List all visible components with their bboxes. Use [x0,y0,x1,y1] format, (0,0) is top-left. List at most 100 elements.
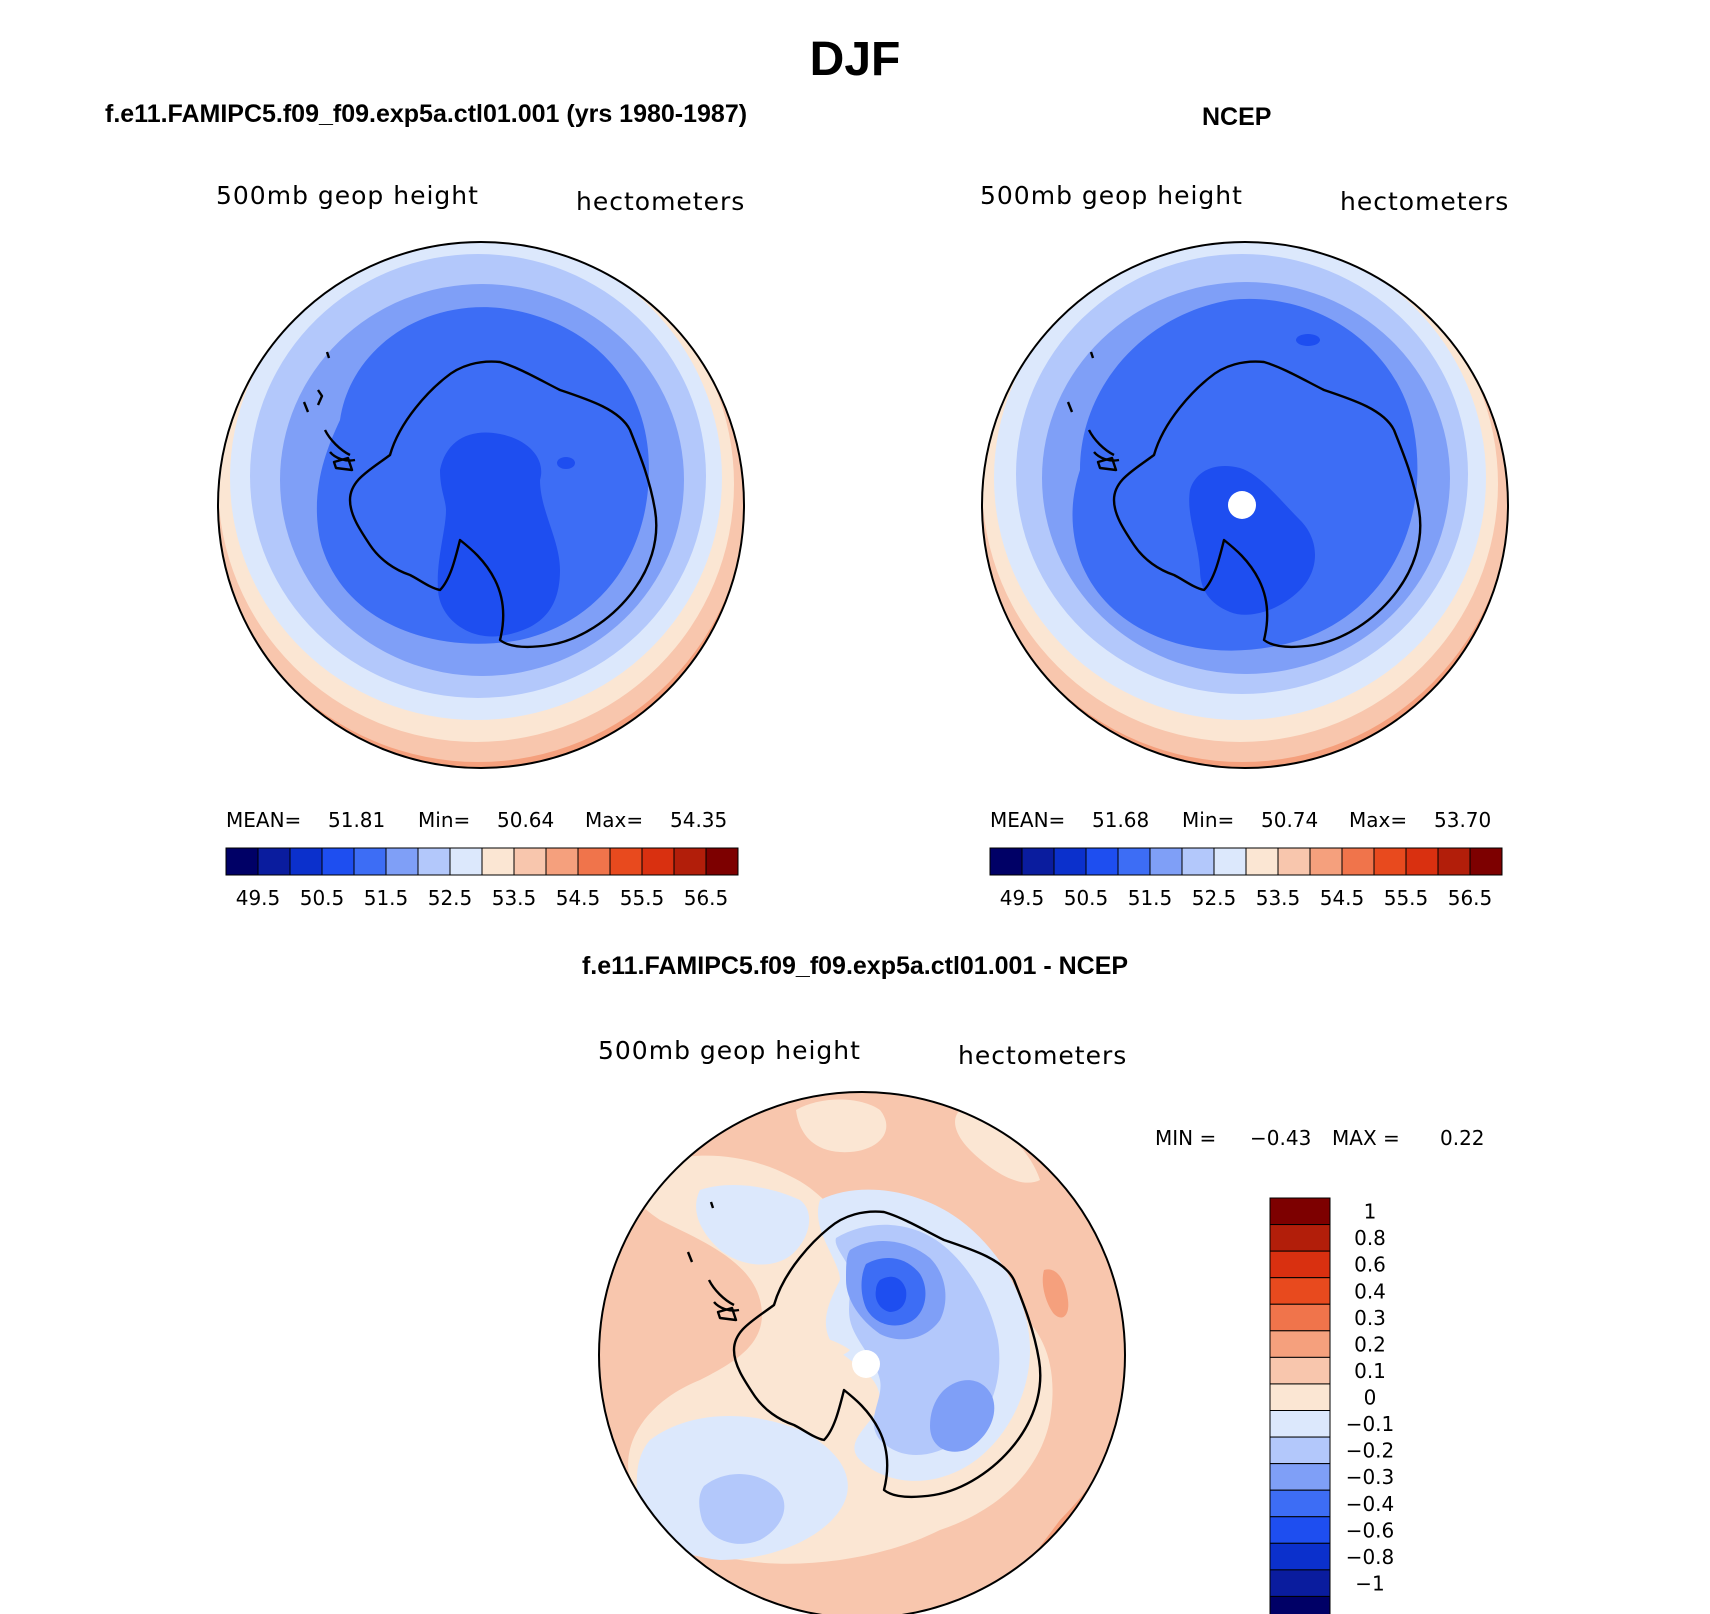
right-colorbar-tick-label: 56.5 [1448,886,1493,910]
diff-antarctica-coastline [686,1201,1042,1499]
diff-colorbar-tick-label: 0.4 [1354,1279,1386,1303]
diff-colorbar-swatch [1269,1224,1331,1252]
left-colorbar-swatch [641,847,675,876]
diff-min-label: MIN = [1155,1126,1217,1150]
diff-pole-missing [852,1350,880,1378]
left-colorbar-tick-label: 49.5 [236,886,281,910]
left-colorbar-swatch [225,847,259,876]
left-min-label: Min= [418,808,471,832]
left-colorbar-tick-label: 51.5 [364,886,409,910]
left-max-value: 54.35 [670,808,728,832]
diff-colorbar-swatch [1269,1410,1331,1438]
right-mean-label: MEAN= [990,808,1066,832]
diff-colorbar-swatch [1269,1330,1331,1358]
diff-colorbar-tick-label: 0.6 [1354,1253,1386,1277]
left-colorbar-swatch [289,847,323,876]
left-field-label: 500mb geop height [216,181,479,210]
diff-max-value: 0.22 [1440,1126,1485,1150]
right-colorbar-tick-label: 55.5 [1384,886,1429,910]
left-colorbar-swatch [545,847,579,876]
right-panel-title: NCEP [1202,103,1272,131]
left-colorbar-swatch [385,847,419,876]
right-colorbar-tick-label: 53.5 [1256,886,1301,910]
right-colorbar-swatch [1181,847,1215,876]
right-colorbar-swatch [1021,847,1055,876]
left-colorbar-tick-label: 54.5 [556,886,601,910]
diff-colorbar-tick-label: 1 [1364,1200,1377,1224]
left-colorbar-swatch [705,847,739,876]
right-colorbar-tick-label: 50.5 [1064,886,1109,910]
left-colorbar-tick-label: 50.5 [300,886,345,910]
left-colorbar-swatch [609,847,643,876]
diff-colorbar-swatch [1269,1277,1331,1305]
diff-max-label: MAX = [1332,1126,1400,1150]
right-colorbar-swatch [1277,847,1311,876]
diff-colorbar-swatch [1269,1569,1331,1597]
diff-colorbar-tick-label: −0.8 [1346,1545,1395,1569]
right-units-label: hectometers [1340,187,1510,216]
diff-field-label: 500mb geop height [598,1036,861,1065]
right-pole-missing [1228,491,1256,519]
right-colorbar-swatch [1373,847,1407,876]
left-colorbar-tick-label: 55.5 [620,886,665,910]
right-field-label: 500mb geop height [980,181,1243,210]
diff-colorbar-swatch [1269,1516,1331,1544]
right-colorbar-swatch [1405,847,1439,876]
diff-colorbar-tick-label: −1 [1355,1571,1384,1595]
diff-colorbar-swatch [1269,1303,1331,1332]
right-colorbar-tick-label: 49.5 [1000,886,1045,910]
right-antarctica-coastline [1066,351,1422,649]
diff-colorbar-swatch [1269,1250,1331,1279]
diff-colorbar-swatch [1269,1595,1331,1614]
diff-colorbar: 10.8 0.60.4 0.30.2 0.1 0−0.1 −0.2−0.3 −0.4−0.6… [1269,1197,1395,1614]
diff-colorbar-tick-label: −0.3 [1346,1465,1395,1489]
left-panel-title: f.e11.FAMIPC5.f09_f09.exp5a.ctl01.001 (y… [105,100,748,128]
left-mean-label: MEAN= [226,808,302,832]
left-colorbar-tick-label: 52.5 [428,886,473,910]
right-max-value: 53.70 [1434,808,1492,832]
diff-colorbar-tick-label: −0.2 [1346,1439,1395,1463]
right-min-value: 50.74 [1261,808,1319,832]
right-colorbar-swatch [1309,847,1343,876]
diff-units-label: hectometers [958,1041,1128,1070]
left-colorbar-swatch [449,847,483,876]
diff-colorbar-swatch [1269,1356,1331,1385]
diff-colorbar-tick-label: 0.3 [1354,1306,1386,1330]
diff-colorbar-tick-label: −0.1 [1346,1412,1395,1436]
right-polar-map [982,242,1508,768]
left-colorbar-swatch [417,847,451,876]
left-units-label: hectometers [576,187,746,216]
right-map-border [981,241,1509,769]
left-polar-map [218,242,744,768]
figure-title: DJF [809,33,901,86]
left-min-value: 50.64 [497,808,555,832]
right-colorbar-swatch [1469,847,1503,876]
diff-colorbar-tick-label: −0.4 [1346,1492,1395,1516]
diff-colorbar-tick-label: −0.6 [1346,1518,1395,1542]
right-min-label: Min= [1182,808,1235,832]
left-colorbar-swatch [257,847,291,876]
right-colorbar: 49.5 50.5 51.5 52.5 53.5 54.5 55.5 56.5 [989,847,1503,910]
diff-colorbar-swatch [1269,1463,1331,1491]
left-colorbar-swatch [481,847,515,876]
left-colorbar-swatch [321,847,355,876]
left-max-label: Max= [585,808,644,832]
diff-colorbar-tick-label: 0.2 [1354,1332,1386,1356]
diff-colorbar-swatch [1269,1197,1331,1226]
diff-colorbar-swatch [1269,1542,1331,1571]
left-colorbar-swatch [673,847,707,876]
right-mean-value: 51.68 [1092,808,1150,832]
right-colorbar-swatch [1245,847,1279,876]
diff-colorbar-tick-label: 0.1 [1354,1359,1386,1383]
right-colorbar-tick-label: 51.5 [1128,886,1173,910]
left-map-border [217,241,745,769]
left-colorbar-swatch [513,847,547,876]
right-colorbar-swatch [1117,847,1151,876]
right-colorbar-swatch [989,847,1023,876]
diff-colorbar-tick-label: 0.8 [1354,1226,1386,1250]
diff-colorbar-swatch [1269,1489,1331,1518]
diff-polar-map [599,1092,1125,1614]
right-colorbar-swatch [1213,847,1247,876]
left-colorbar-swatch [577,847,611,876]
